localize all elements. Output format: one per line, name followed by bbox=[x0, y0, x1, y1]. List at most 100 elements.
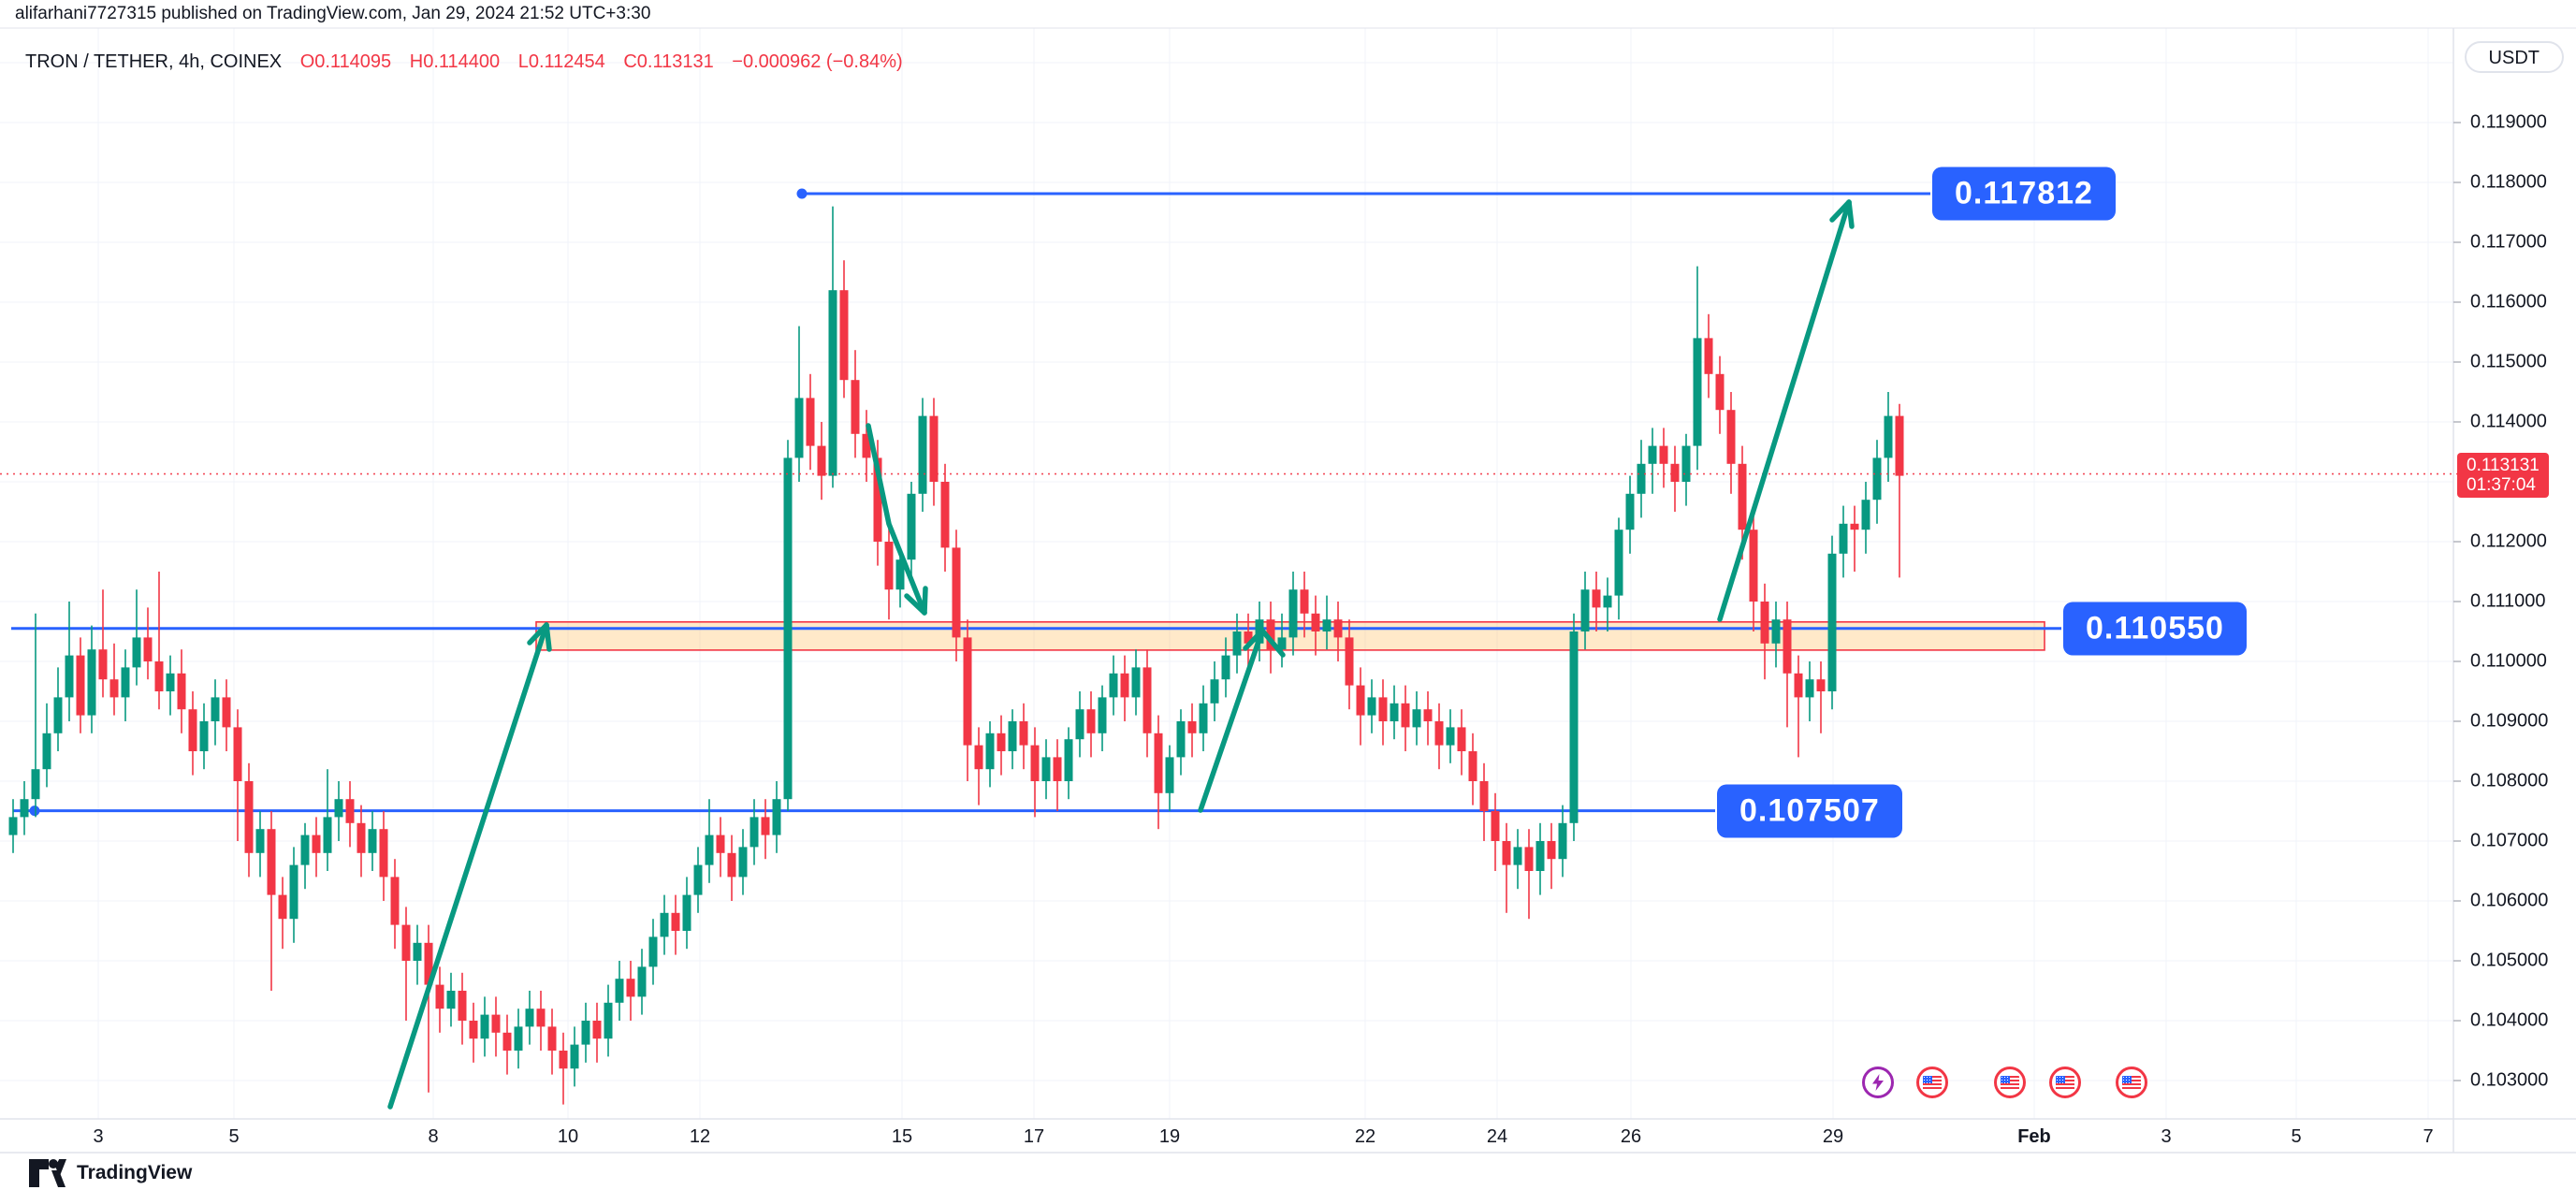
candle-body bbox=[873, 457, 882, 542]
arrow-up-mid bbox=[1259, 628, 1286, 658]
candle-body bbox=[783, 457, 793, 800]
candle-body bbox=[278, 894, 287, 920]
candle-body bbox=[615, 979, 624, 1003]
candle-body bbox=[626, 979, 635, 997]
arrow-up-mid bbox=[1198, 628, 1265, 813]
candle-body bbox=[65, 655, 74, 698]
candle-body bbox=[895, 559, 905, 590]
candle-body bbox=[31, 769, 40, 800]
candle-body bbox=[1648, 445, 1657, 464]
candle-body bbox=[53, 697, 63, 733]
time-tick-label: 7 bbox=[2423, 1126, 2434, 1147]
price-level-label-zone[interactable]: 0.110550 bbox=[2063, 602, 2247, 656]
time-tick-label: 24 bbox=[1486, 1126, 1508, 1147]
candle-body bbox=[1221, 655, 1230, 680]
us-flag-event-icon[interactable] bbox=[1916, 1067, 1948, 1098]
price-tick-label: 0.111000 bbox=[2470, 590, 2546, 612]
candle-body bbox=[705, 834, 714, 865]
candle-body bbox=[8, 817, 18, 835]
us-flag-event-icon[interactable] bbox=[2049, 1067, 2081, 1098]
price-tick-label: 0.115000 bbox=[2470, 351, 2547, 372]
candle-body bbox=[20, 799, 29, 818]
candle-body bbox=[1345, 637, 1354, 686]
candle-body bbox=[1827, 553, 1837, 691]
candle-body bbox=[1288, 589, 1298, 638]
candle-body bbox=[1637, 463, 1646, 494]
candle-body bbox=[491, 1014, 501, 1033]
time-tick-label: 5 bbox=[2291, 1126, 2302, 1147]
trend-arrows[interactable] bbox=[387, 199, 1855, 1110]
candle-body bbox=[918, 415, 927, 494]
candle-body bbox=[1749, 530, 1758, 602]
time-tick-label: 8 bbox=[428, 1126, 439, 1147]
candle-body bbox=[1322, 619, 1332, 631]
price-level-label-low[interactable]: 0.107507 bbox=[1717, 784, 1902, 838]
candle-body bbox=[480, 1014, 489, 1039]
candle-body bbox=[1154, 733, 1163, 793]
candle-body bbox=[199, 721, 209, 751]
candlestick-series[interactable] bbox=[8, 206, 1904, 1105]
price-tick-label: 0.108000 bbox=[2470, 770, 2549, 791]
candle-body bbox=[693, 864, 703, 895]
last-price-badge: 0.113131 01:37:04 bbox=[2457, 452, 2549, 498]
candle-body bbox=[1513, 847, 1522, 865]
candle-body bbox=[1693, 338, 1702, 446]
us-flag-event-icon[interactable] bbox=[2116, 1067, 2147, 1098]
candle-body bbox=[997, 733, 1006, 751]
candle-body bbox=[547, 1026, 557, 1051]
candle-body bbox=[1738, 463, 1747, 530]
candle-body bbox=[1681, 445, 1691, 482]
candle-body bbox=[390, 877, 400, 925]
us-flag-event-icon[interactable] bbox=[1994, 1067, 2026, 1098]
candle-body bbox=[884, 542, 894, 590]
candle-body bbox=[435, 984, 444, 1009]
candle-body bbox=[1446, 727, 1455, 746]
us-flag-icon bbox=[1923, 1075, 1942, 1090]
us-flag-icon bbox=[2001, 1075, 2019, 1090]
candle-body bbox=[1333, 619, 1343, 638]
lightning-event-icon[interactable] bbox=[1862, 1067, 1894, 1098]
candle-body bbox=[1232, 631, 1242, 656]
time-tick-label: Feb bbox=[2017, 1126, 2051, 1147]
tradingview-wordmark: TradingView bbox=[77, 1162, 193, 1183]
candle-body bbox=[166, 673, 175, 691]
candle-body bbox=[525, 1009, 534, 1027]
candle-body bbox=[559, 1051, 568, 1069]
price-tick-label: 0.110000 bbox=[2470, 650, 2547, 672]
time-tick-label: 17 bbox=[1023, 1126, 1045, 1147]
candle-body bbox=[716, 834, 725, 853]
price-tick-label: 0.114000 bbox=[2470, 411, 2547, 432]
price-tick-label: 0.119000 bbox=[2470, 111, 2547, 133]
ohlc-close: C0.113131 bbox=[623, 51, 714, 72]
tradingview-attribution[interactable]: TradingView bbox=[28, 1158, 192, 1188]
candle-body bbox=[1367, 697, 1376, 716]
candle-body bbox=[660, 912, 669, 937]
ohlc-open: O0.114095 bbox=[299, 51, 392, 72]
candle-body bbox=[1670, 463, 1680, 482]
candle-body bbox=[1041, 757, 1051, 781]
candle-body bbox=[761, 817, 770, 835]
symbol-title[interactable]: TRON / TETHER, 4h, COINEX bbox=[25, 51, 283, 72]
publish-bar: alifarhani7727315 published on TradingVi… bbox=[0, 0, 2576, 28]
candle-body bbox=[1434, 721, 1444, 746]
candle-body bbox=[1569, 631, 1579, 823]
candle-body bbox=[839, 290, 849, 381]
symbol-legend[interactable]: TRON / TETHER, 4h, COINEX O0.114095 H0.1… bbox=[25, 51, 903, 73]
candle-body bbox=[424, 942, 433, 985]
ohlc-change: −0.000962 (−0.84%) bbox=[732, 51, 903, 72]
candle-body bbox=[985, 733, 995, 770]
time-tick-label: 22 bbox=[1354, 1126, 1376, 1147]
candle-body bbox=[514, 1026, 523, 1051]
candle-body bbox=[255, 829, 265, 853]
arrow-up-left bbox=[527, 622, 549, 646]
candle-body bbox=[1783, 619, 1792, 674]
time-tick-label: 5 bbox=[228, 1126, 240, 1147]
price-level-label-high[interactable]: 0.117812 bbox=[1932, 167, 2116, 221]
currency-toggle-button[interactable]: USDT bbox=[2464, 41, 2564, 73]
level-lines[interactable] bbox=[11, 188, 2061, 817]
candle-body bbox=[929, 415, 939, 482]
candle-body bbox=[1300, 589, 1309, 614]
axis-borders bbox=[0, 27, 2576, 1154]
